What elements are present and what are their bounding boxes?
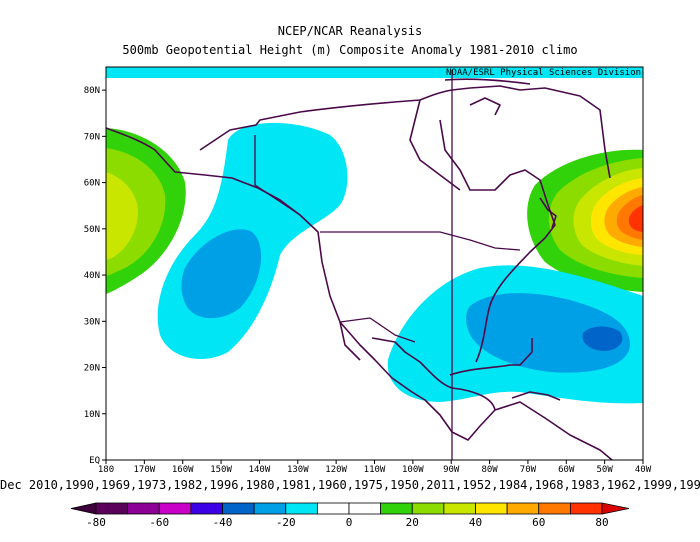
colorbar-segment: [538, 502, 571, 515]
lat-tick-label: 50N: [84, 225, 100, 235]
composite-dates-list: Dec 2010,1990,1969,1973,1982,1996,1980,1…: [0, 478, 700, 492]
lon-tick-label: 120W: [325, 465, 347, 475]
colorbar-segment: [190, 502, 223, 515]
lat-tick-label: 30N: [84, 317, 100, 327]
colorbar-label: -20: [275, 516, 296, 529]
negative-anomaly-ne-pacific: [157, 122, 348, 359]
anomaly-shading: [106, 67, 643, 460]
chart-subtitle: 500mb Geopotential Height (m) Composite …: [122, 43, 578, 57]
lon-tick-label: 170W: [134, 465, 156, 475]
colorbar-segment: [95, 502, 129, 515]
colorbar-low-arrow: [70, 502, 97, 515]
lat-tick-label: 70N: [84, 132, 100, 142]
lon-tick-label: 100W: [402, 465, 424, 475]
colorbar-segment: [222, 502, 255, 515]
colorbar-label: 40: [468, 516, 483, 529]
colorbar-label: 20: [405, 516, 419, 529]
lon-tick-label: 180: [98, 465, 114, 475]
colorbar-segment: [380, 502, 413, 515]
lat-tick-label: 80N: [84, 86, 100, 96]
positive-anomaly-north-pacific: [106, 128, 186, 294]
colorbar-segment: [253, 502, 287, 515]
colorbar-segment: [158, 502, 192, 515]
colorbar-high-arrow: [601, 502, 630, 515]
lon-tick-label: 140W: [249, 465, 271, 475]
negative-anomaly-strip: [106, 67, 643, 78]
colorbar-label: -40: [212, 516, 233, 529]
colorbar-segment: [411, 502, 445, 515]
data-credit: NOAA/ESRL Physical Sciences Division: [446, 68, 642, 78]
colorbar-label: 60: [532, 516, 546, 529]
lon-tick-label: 90W: [443, 465, 460, 475]
lat-tick-label: 60N: [84, 179, 100, 189]
colorbar: [70, 502, 630, 515]
colorbar-label: -60: [149, 516, 170, 529]
colorbar-segment: [569, 502, 603, 515]
lon-tick-label: 80W: [481, 465, 498, 475]
lon-tick-label: 50W: [597, 465, 614, 475]
colorbar-label: -80: [86, 516, 106, 529]
colorbar-segment: [316, 502, 350, 515]
political-borders: [254, 70, 521, 460]
colorbar-segment: [443, 502, 476, 515]
latitude-axis: EQ 10N 20N 30N 40N 50N 60N 70N 80N: [84, 86, 106, 466]
lon-tick-label: 150W: [210, 465, 232, 475]
colorbar-label: 0: [345, 516, 353, 529]
lat-tick-label: EQ: [89, 456, 100, 466]
lon-tick-label: 130W: [287, 465, 309, 475]
lat-tick-label: 20N: [84, 364, 100, 374]
colorbar-label: 80: [595, 516, 609, 529]
longitude-axis: 180 170W 160W 150W 140W 130W 120W 110W 100W 90W 80…: [98, 460, 652, 475]
colorbar-segment: [127, 502, 160, 515]
colorbar-segment: [475, 502, 508, 515]
chart-title: NCEP/NCAR Reanalysis: [277, 24, 423, 38]
colorbar-segment: [506, 502, 540, 515]
colorbar-segment: [348, 502, 382, 515]
coastlines: [106, 78, 613, 460]
lon-tick-label: 40W: [635, 465, 652, 475]
colorbar-segment: [285, 502, 318, 515]
lat-tick-label: 10N: [84, 410, 100, 420]
lat-tick-label: 40N: [84, 271, 100, 281]
lon-tick-label: 60W: [558, 465, 575, 475]
lon-tick-label: 70W: [520, 465, 537, 475]
lon-tick-label: 160W: [172, 465, 194, 475]
lon-tick-label: 110W: [364, 465, 386, 475]
positive-anomaly-north-atlantic: [527, 149, 643, 292]
